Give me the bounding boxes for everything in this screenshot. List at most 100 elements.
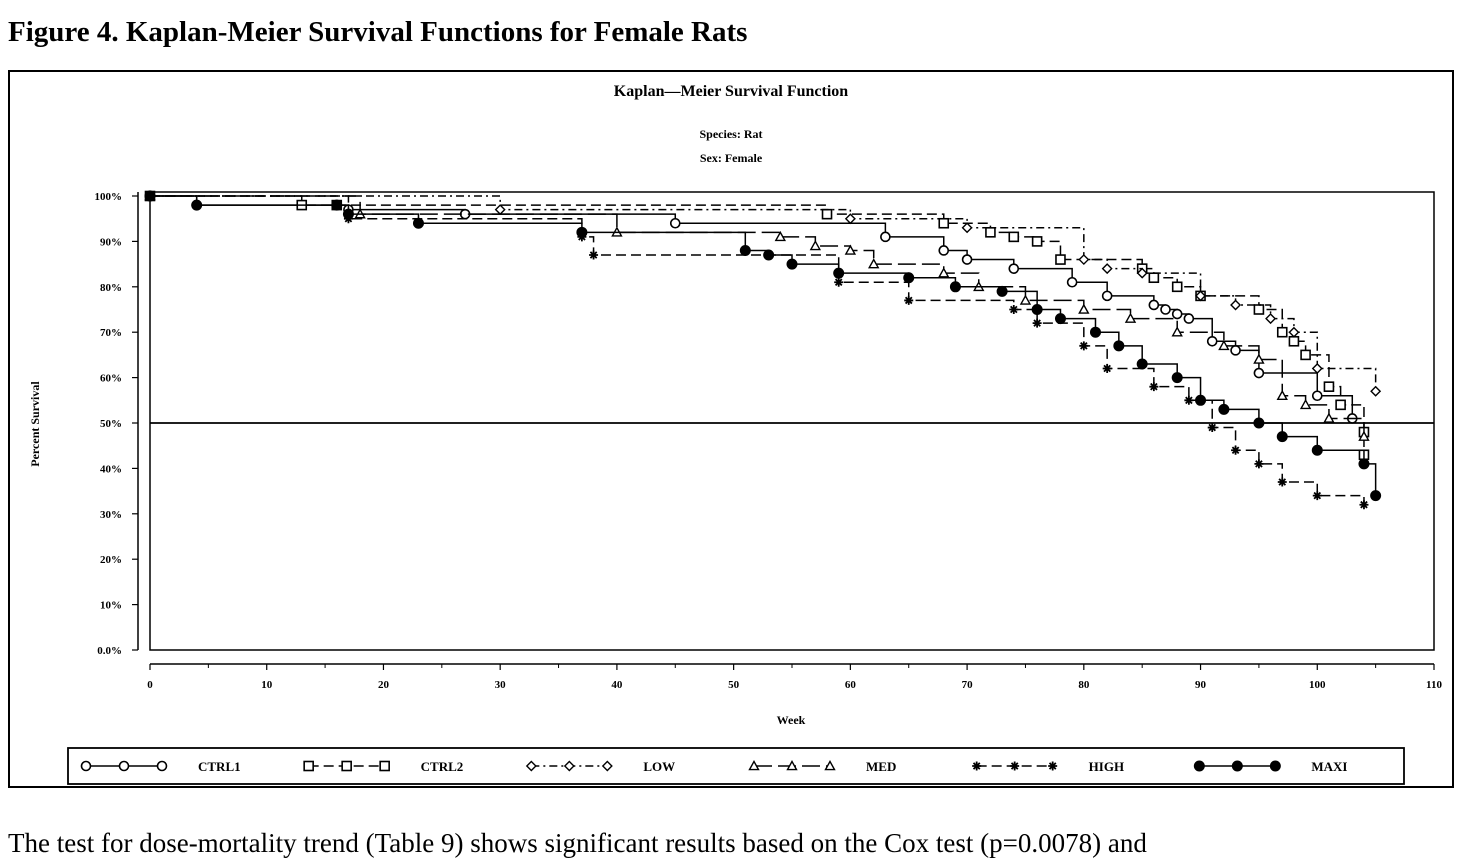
data-point-high bbox=[1312, 491, 1322, 501]
data-point-ctrl2 bbox=[1253, 304, 1265, 315]
y-tick-label: 80% bbox=[100, 282, 122, 294]
data-point-low bbox=[961, 222, 973, 234]
data-point-high bbox=[1149, 382, 1159, 392]
series-line-ctrl2 bbox=[150, 195, 1365, 455]
y-tick-label: 30% bbox=[100, 509, 122, 521]
data-point-high bbox=[1102, 364, 1112, 374]
legend-marker-maxi bbox=[1231, 760, 1243, 772]
data-point-ctrl1 bbox=[961, 254, 973, 265]
data-point-ctrl2 bbox=[985, 227, 996, 238]
data-point-maxi bbox=[191, 199, 203, 211]
data-point-ctrl2 bbox=[1300, 349, 1311, 361]
series-layer bbox=[144, 190, 1382, 510]
plot-area bbox=[149, 191, 1435, 651]
data-point-med bbox=[1253, 353, 1265, 364]
data-point-high bbox=[1079, 341, 1089, 351]
data-point-ctrl2 bbox=[1288, 335, 1300, 347]
data-point-med bbox=[1323, 412, 1335, 423]
data-point-med bbox=[1171, 326, 1183, 337]
data-point-med bbox=[1299, 398, 1312, 410]
data-point-ctrl1 bbox=[1230, 345, 1241, 356]
series-low bbox=[144, 190, 1382, 397]
data-point-med bbox=[1218, 339, 1230, 351]
data-point-ctrl2 bbox=[1171, 281, 1183, 293]
data-point-low bbox=[1078, 254, 1090, 266]
data-point-high bbox=[1359, 500, 1369, 510]
legend-marker-med bbox=[748, 760, 760, 771]
legend-label-ctrl2: CTRL2 bbox=[421, 759, 464, 774]
legend-label-ctrl1: CTRL1 bbox=[198, 759, 241, 774]
data-point-ctrl2 bbox=[1008, 231, 1020, 243]
data-point-low bbox=[1265, 313, 1277, 325]
y-tick-label: 20% bbox=[100, 554, 122, 566]
legend-label-low: LOW bbox=[643, 759, 675, 774]
data-point-low bbox=[494, 204, 506, 216]
legend-item-low: LOW bbox=[525, 759, 675, 774]
data-point-high bbox=[1254, 459, 1264, 469]
y-tick-label: 0.0% bbox=[97, 645, 122, 657]
data-point-maxi bbox=[786, 258, 798, 270]
legend-marker-low bbox=[563, 760, 575, 772]
data-point-high bbox=[1032, 318, 1042, 328]
data-point-high bbox=[589, 250, 599, 260]
x-tick-label: 50 bbox=[728, 679, 740, 691]
data-point-ctrl1 bbox=[1206, 335, 1218, 347]
legend-marker-high bbox=[1010, 761, 1020, 771]
data-point-maxi bbox=[342, 208, 354, 220]
data-point-med bbox=[938, 267, 950, 278]
data-point-ctrl1 bbox=[880, 231, 891, 243]
data-point-high bbox=[1231, 445, 1241, 455]
data-point-med bbox=[1124, 312, 1137, 323]
legend-item-ctrl1: CTRL1 bbox=[80, 759, 241, 774]
data-point-ctrl1 bbox=[1101, 290, 1113, 302]
data-point-high bbox=[1184, 395, 1194, 405]
chart-frame: Kaplan—Meier Survival Function Species: … bbox=[8, 70, 1454, 788]
data-point-low bbox=[1195, 290, 1207, 302]
legend-marker-low bbox=[525, 760, 537, 772]
data-point-ctrl1 bbox=[1066, 276, 1078, 288]
data-point-high bbox=[834, 277, 844, 287]
data-point-ctrl1 bbox=[1183, 313, 1195, 324]
series-line-maxi bbox=[150, 195, 1377, 496]
chart-subtitle-species: Species: Rat bbox=[700, 127, 763, 141]
legend-marker-ctrl1 bbox=[156, 760, 168, 772]
data-point-low bbox=[1288, 326, 1300, 338]
data-point-ctrl2 bbox=[1335, 399, 1346, 411]
data-point-ctrl2 bbox=[1323, 381, 1335, 392]
y-tick-label: 50% bbox=[100, 418, 122, 430]
x-tick-label: 110 bbox=[1426, 679, 1442, 691]
x-tick-label: 10 bbox=[261, 679, 273, 691]
data-point-maxi bbox=[1171, 372, 1183, 384]
data-point-ctrl2 bbox=[1276, 326, 1288, 338]
legend-marker-ctrl2 bbox=[341, 760, 352, 772]
x-tick-label: 80 bbox=[1078, 679, 1090, 691]
data-point-maxi bbox=[1218, 403, 1230, 415]
data-point-med bbox=[774, 230, 787, 242]
x-axis-label: Week bbox=[777, 713, 806, 727]
y-tick-label: 40% bbox=[100, 463, 122, 475]
legend-marker-ctrl1 bbox=[80, 760, 92, 772]
data-point-low bbox=[1136, 267, 1148, 279]
data-point-ctrl1 bbox=[1008, 263, 1020, 274]
legend-item-med: MED bbox=[748, 759, 896, 774]
data-point-low bbox=[1370, 385, 1382, 397]
data-point-maxi bbox=[1276, 431, 1288, 443]
figure-heading: Figure 4. Kaplan-Meier Survival Function… bbox=[8, 16, 748, 48]
y-tick-label: 70% bbox=[100, 327, 122, 339]
data-point-maxi bbox=[1089, 326, 1101, 338]
legend-marker-low bbox=[601, 760, 613, 772]
data-point-maxi bbox=[1311, 444, 1323, 456]
data-point-ctrl1 bbox=[1171, 308, 1183, 320]
data-point-low bbox=[1230, 299, 1242, 311]
x-tick-label: 70 bbox=[962, 679, 974, 691]
data-point-maxi bbox=[1136, 358, 1148, 370]
x-tick-label: 60 bbox=[845, 679, 857, 691]
data-point-maxi bbox=[833, 267, 845, 279]
data-point-med bbox=[1078, 303, 1090, 314]
data-point-maxi bbox=[144, 190, 156, 202]
data-point-ctrl2 bbox=[938, 217, 950, 229]
data-point-ctrl1 bbox=[938, 245, 950, 256]
legend-item-ctrl2: CTRL2 bbox=[303, 759, 464, 774]
data-point-high bbox=[1207, 423, 1217, 433]
x-tick-label: 40 bbox=[611, 679, 623, 691]
